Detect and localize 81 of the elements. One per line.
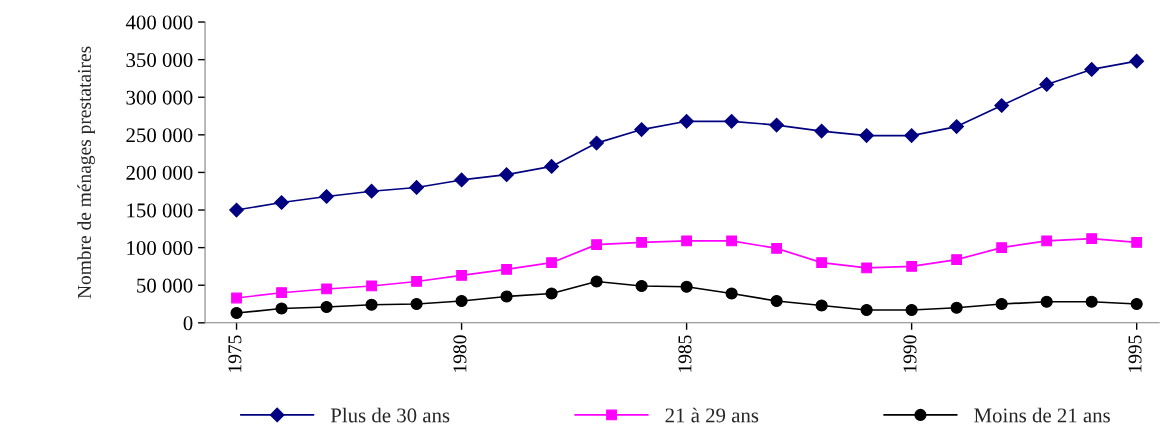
point — [501, 264, 512, 275]
point — [995, 297, 1008, 311]
point — [769, 117, 785, 133]
point — [276, 287, 287, 299]
y-tick-label: 200 000 — [126, 165, 193, 180]
point — [679, 113, 694, 129]
point — [1129, 53, 1145, 69]
point — [861, 262, 873, 274]
y-tick-label: 50 000 — [137, 278, 193, 293]
point — [1131, 236, 1143, 248]
point — [771, 242, 782, 254]
point — [319, 189, 334, 204]
point — [951, 254, 963, 266]
x-tick-label: 1995 — [1128, 335, 1142, 372]
point — [814, 123, 830, 139]
legend-label: 21 à 29 ans — [665, 407, 759, 423]
x-tick-label: 1980 — [453, 335, 467, 372]
point — [499, 167, 514, 183]
point — [996, 242, 1008, 253]
point — [590, 275, 603, 288]
y-axis-title: Nombre de ménages prestataires — [77, 46, 95, 299]
point — [1041, 235, 1053, 247]
point — [230, 306, 243, 320]
point — [546, 257, 557, 269]
y-tick-label: 250 000 — [126, 128, 193, 143]
point — [1086, 233, 1098, 244]
point — [454, 172, 469, 188]
y-tick-label: 350 000 — [126, 53, 193, 68]
point — [591, 239, 602, 250]
point — [681, 235, 692, 247]
point — [949, 119, 965, 134]
point — [229, 202, 244, 218]
point — [366, 280, 377, 292]
point — [905, 303, 918, 317]
y-tick-label: 0 — [183, 316, 193, 331]
point — [859, 128, 875, 143]
point — [1130, 297, 1143, 311]
point — [365, 298, 378, 311]
point — [409, 180, 424, 195]
point — [725, 287, 738, 300]
point — [950, 301, 963, 314]
point — [816, 257, 828, 269]
y-tick-label: 100 000 — [127, 241, 193, 256]
point — [770, 294, 783, 308]
y-tick-label: 300 000 — [126, 90, 193, 105]
y-tick-label: 150 000 — [127, 203, 193, 218]
point — [231, 292, 242, 304]
x-tick-label: 1975 — [228, 335, 242, 372]
point — [410, 297, 423, 311]
point — [544, 159, 559, 174]
point — [1085, 295, 1098, 308]
point — [320, 300, 333, 314]
point — [364, 183, 379, 199]
point — [274, 195, 289, 210]
y-tick-label: 400 000 — [125, 15, 193, 30]
point — [904, 128, 920, 143]
point — [456, 270, 467, 281]
point — [589, 135, 604, 151]
point — [726, 235, 737, 247]
point — [815, 299, 828, 312]
point — [455, 294, 468, 308]
point — [860, 303, 873, 317]
point — [994, 98, 1010, 113]
point — [634, 122, 649, 137]
point — [1040, 295, 1053, 308]
point — [680, 280, 693, 293]
point — [1084, 62, 1100, 77]
point — [906, 261, 918, 272]
point — [1039, 77, 1055, 92]
point — [500, 290, 513, 303]
x-tick-label: 1990 — [903, 335, 917, 372]
x-tick-label: 1985 — [678, 335, 692, 372]
point — [411, 276, 422, 287]
point — [545, 287, 558, 300]
legend-label: Plus de 30 ans — [330, 407, 450, 423]
point — [321, 283, 332, 295]
point — [636, 236, 647, 248]
point — [635, 279, 648, 293]
point — [724, 113, 740, 129]
legend-label: Moins de 21 ans — [974, 407, 1110, 423]
point — [275, 302, 288, 315]
